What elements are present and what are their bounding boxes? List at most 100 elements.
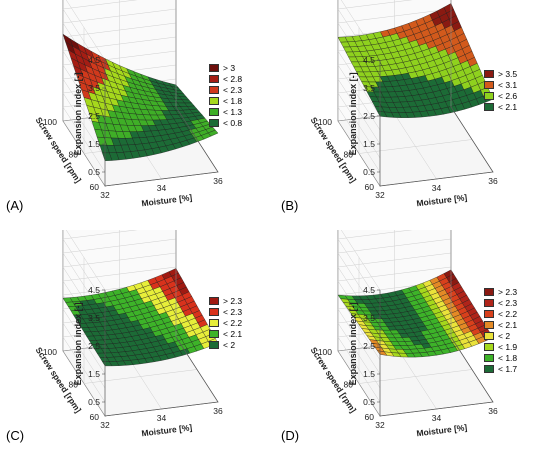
x-tick-label: 36 (213, 406, 223, 416)
wall-gridline (62, 64, 177, 145)
z-tick-label: 4.5 (88, 55, 100, 65)
z-axis-label: Expansion index [-] (73, 302, 83, 385)
z-tick-label: 2.5 (363, 341, 375, 351)
legend-swatch (484, 287, 494, 296)
legend-swatch (209, 329, 219, 338)
wall-gridline (337, 230, 413, 305)
legend-swatch (484, 80, 494, 89)
legend-item: < 2.1 (484, 319, 517, 330)
legend-item: < 2.2 (209, 317, 242, 328)
legend-label: < 2.3 (223, 306, 243, 317)
z-tick-label: 4.5 (363, 285, 375, 295)
panel-label: (B) (281, 198, 299, 213)
legend-swatch (209, 74, 219, 83)
legend-swatch (209, 296, 219, 305)
legend-item: < 2.3 (209, 306, 242, 317)
z-tick-label: 3.5 (88, 83, 100, 93)
legend-swatch (484, 331, 494, 340)
z-tick-label: 2.5 (88, 111, 100, 121)
legend-label: > 2.3 (498, 286, 518, 297)
legend-swatch (484, 309, 494, 318)
legend-label: < 2.3 (223, 84, 243, 95)
panel-label: (A) (6, 198, 24, 213)
wall-gridline (62, 230, 138, 305)
legend-swatch (209, 85, 219, 94)
legend-item: > 2.3 (484, 286, 517, 297)
panel-c: 0.5 1.5 2.5 3.5 4.5 Expansion index [-] 60 80 10… (0, 230, 275, 459)
legend: > 3 < 2.8 < 2.3 < 1.8 < 1.3 < 0.8 (209, 62, 242, 128)
box-edge (379, 290, 494, 417)
z-tick-label: 2.5 (88, 341, 100, 351)
legend-item: < 1.8 (209, 95, 242, 106)
x-tick-label: 34 (157, 183, 167, 193)
legend-swatch (484, 353, 494, 362)
x-axis-label: Moisture [%] (141, 192, 193, 208)
legend-swatch (209, 318, 219, 327)
z-axis-label: Expansion index [-] (348, 72, 358, 155)
y-tick-label: 60 (365, 182, 375, 192)
legend-item: < 1.9 (484, 341, 517, 352)
legend-swatch (209, 307, 219, 316)
legend-swatch (484, 69, 494, 78)
legend-label: < 2.6 (498, 90, 518, 101)
legend-item: < 3.1 (484, 79, 517, 90)
legend-label: > 3.5 (498, 68, 518, 79)
surface-cell (208, 129, 219, 137)
floor-gridline (358, 139, 473, 154)
surface-mesh (62, 33, 219, 161)
x-tick-label: 34 (432, 413, 442, 423)
z-tick-label: 3.5 (363, 83, 375, 93)
legend-swatch (209, 340, 219, 349)
x-tick-label: 32 (100, 420, 110, 430)
legend-item: < 0.8 (209, 117, 242, 128)
legend-label: < 2.2 (223, 317, 243, 328)
legend-item: < 2 (209, 339, 242, 350)
box-edge (104, 290, 219, 417)
legend-item: < 2.3 (484, 297, 517, 308)
box-edge (379, 60, 494, 187)
legend-swatch (209, 63, 219, 72)
z-tick-label: 0.5 (88, 167, 100, 177)
legend-item: < 2.6 (484, 90, 517, 101)
z-tick-label: 3.5 (363, 313, 375, 323)
z-tick-label: 0.5 (363, 397, 375, 407)
legend: > 3.5 < 3.1 < 2.6 < 2.1 (484, 68, 517, 112)
y-tick-label: 60 (90, 182, 100, 192)
panel-label: (C) (6, 428, 25, 443)
legend-label: > 2.3 (223, 295, 243, 306)
x-tick-label: 34 (432, 183, 442, 193)
z-tick-label: 4.5 (88, 285, 100, 295)
y-tick-label: 100 (43, 117, 57, 127)
legend-item: > 2.3 (209, 295, 242, 306)
legend: > 2.3 < 2.3 < 2.2 < 2.1 < 2 (209, 295, 242, 350)
legend-label: < 2 (223, 339, 236, 350)
surface-plot: 0.5 1.5 2.5 3.5 4.5 Expansion index [-] 60 80 10… (309, 230, 498, 438)
legend-label: > 3 (223, 62, 236, 73)
z-tick-label: 1.5 (363, 139, 375, 149)
legend-label: < 2.1 (498, 319, 518, 330)
x-tick-label: 32 (375, 420, 385, 430)
y-tick-label: 80 (344, 380, 354, 390)
surface-mesh (337, 269, 494, 358)
z-tick-label: 0.5 (363, 167, 375, 177)
z-tick-label: 1.5 (88, 369, 100, 379)
wall-gridline (65, 230, 106, 291)
legend-label: < 2.1 (498, 101, 518, 112)
x-tick-label: 36 (488, 406, 498, 416)
legend-label: < 2.3 (498, 297, 518, 308)
x-tick-label: 32 (375, 190, 385, 200)
legend-swatch (484, 320, 494, 329)
z-tick-label: 4.5 (363, 55, 375, 65)
x-tick-label: 36 (213, 176, 223, 186)
legend-label: < 1.7 (498, 363, 518, 374)
z-tick-label: 1.5 (363, 369, 375, 379)
x-tick-label: 36 (488, 176, 498, 186)
legend-label: < 2.2 (498, 308, 518, 319)
legend: > 2.3 < 2.3 < 2.2 < 2.1 < 2 < 1.9 < 1.8 < 1.7 (484, 286, 517, 374)
legend-item: < 1.8 (484, 352, 517, 363)
legend-item: < 2.2 (484, 308, 517, 319)
y-tick-label: 80 (69, 380, 79, 390)
legend-swatch (484, 298, 494, 307)
legend-label: < 1.9 (498, 341, 518, 352)
box-edge (104, 60, 219, 187)
